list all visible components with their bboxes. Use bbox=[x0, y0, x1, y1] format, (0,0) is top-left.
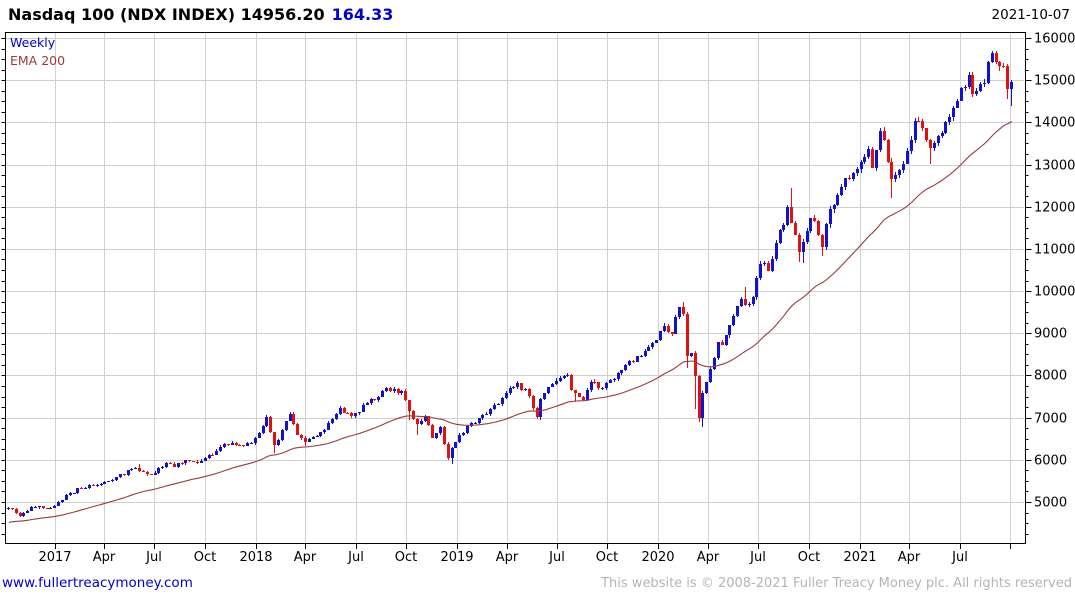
svg-text:8000: 8000 bbox=[1034, 369, 1067, 384]
svg-text:Apr: Apr bbox=[898, 550, 921, 565]
svg-text:2017: 2017 bbox=[38, 550, 71, 565]
svg-text:11000: 11000 bbox=[1034, 243, 1075, 258]
svg-text:Apr: Apr bbox=[294, 550, 317, 565]
svg-text:14000: 14000 bbox=[1034, 116, 1075, 131]
svg-text:2019: 2019 bbox=[440, 550, 473, 565]
chart-date: 2021-10-07 bbox=[991, 7, 1070, 23]
candles-layer bbox=[7, 51, 1013, 517]
x-axis-labels: 2017 Apr Jul Oct 2018 Apr Jul Oct 2019 Apr Jul Oct 2… bbox=[38, 550, 967, 565]
svg-text:10000: 10000 bbox=[1034, 285, 1075, 300]
svg-text:Apr: Apr bbox=[496, 550, 519, 565]
timeframe-label: Weekly bbox=[10, 35, 56, 50]
svg-text:Oct: Oct bbox=[395, 550, 417, 565]
svg-text:Jul: Jul bbox=[145, 550, 162, 565]
svg-text:7000: 7000 bbox=[1034, 412, 1067, 427]
axes-layer bbox=[1, 32, 1032, 549]
svg-text:12000: 12000 bbox=[1034, 201, 1075, 216]
svg-text:9000: 9000 bbox=[1034, 327, 1067, 342]
svg-text:Apr: Apr bbox=[697, 550, 720, 565]
svg-text:13000: 13000 bbox=[1034, 159, 1075, 174]
copyright-text: This website is © 2008-2021 Fuller Treac… bbox=[601, 576, 1072, 591]
ema-line bbox=[8, 121, 1013, 523]
svg-text:Oct: Oct bbox=[194, 550, 216, 565]
svg-text:2020: 2020 bbox=[641, 550, 674, 565]
svg-text:6000: 6000 bbox=[1034, 454, 1067, 469]
svg-text:Oct: Oct bbox=[798, 550, 820, 565]
svg-text:Oct: Oct bbox=[596, 550, 618, 565]
svg-text:5000: 5000 bbox=[1034, 496, 1067, 511]
svg-text:16000: 16000 bbox=[1034, 32, 1075, 47]
svg-text:2018: 2018 bbox=[239, 550, 272, 565]
svg-text:15000: 15000 bbox=[1034, 74, 1075, 89]
website-link[interactable]: www.fullertreacymoney.com bbox=[2, 575, 193, 591]
svg-text:Jul: Jul bbox=[548, 550, 565, 565]
svg-text:2021: 2021 bbox=[843, 550, 876, 565]
svg-text:Jul: Jul bbox=[749, 550, 766, 565]
svg-text:Jul: Jul bbox=[951, 550, 968, 565]
svg-text:Apr: Apr bbox=[93, 550, 116, 565]
svg-text:Jul: Jul bbox=[347, 550, 364, 565]
y-axis-labels: 5000 6000 7000 8000 9000 10000 11000 12000 13000… bbox=[1034, 32, 1075, 511]
ema-label: EMA 200 bbox=[10, 53, 66, 68]
chart-change-value: 164.33 bbox=[331, 5, 394, 24]
chart-title: Nasdaq 100 (NDX INDEX) 14956.20 bbox=[8, 5, 325, 24]
grid-layer bbox=[6, 33, 1024, 542]
chart-header: Nasdaq 100 (NDX INDEX) 14956.20 164.33 bbox=[8, 5, 393, 24]
